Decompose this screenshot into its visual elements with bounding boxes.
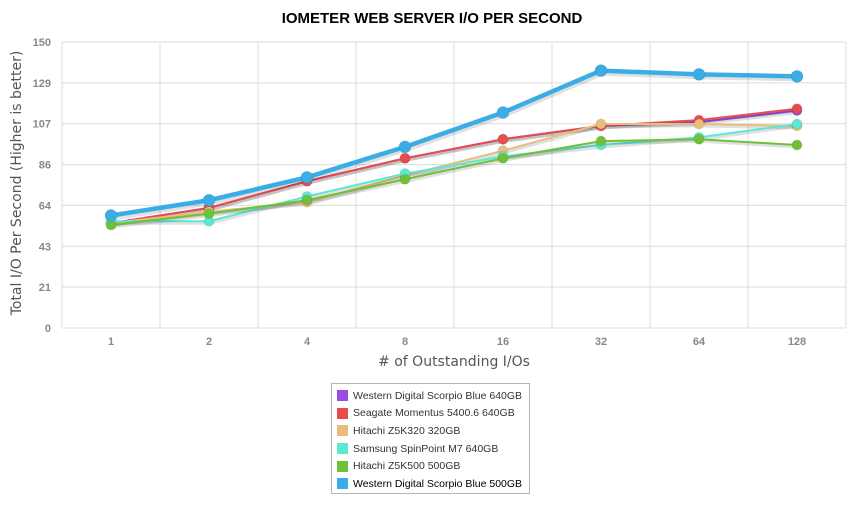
data-point[interactable] [497,133,509,145]
data-point[interactable] [692,67,706,81]
series-line [110,138,798,227]
data-point[interactable] [791,103,803,115]
legend-swatch [337,478,348,490]
series-line [110,122,798,225]
axes: 0 21 43 64 86 107 129 150 1 2 4 8 16 32 64 128 [33,37,807,348]
data-point[interactable] [399,173,411,185]
legend-swatch [337,443,348,455]
series-line-shadow [112,124,799,225]
data-point[interactable] [791,118,803,130]
data-point[interactable] [104,209,118,223]
data-point[interactable] [497,152,509,164]
data-point[interactable] [790,69,804,83]
legend-item[interactable]: Seagate Momentus 5400.6 640GB [337,405,529,423]
legend-label: Hitachi Z5K320 320GB [353,424,461,437]
data-point[interactable] [595,118,607,130]
legend-swatch [337,407,348,419]
x-tick-label: 16 [497,336,509,348]
series-western-digital-scorpio-blue-500gb [104,64,804,223]
legend-item[interactable]: Hitachi Z5K500 500GB [337,457,529,475]
data-point[interactable] [791,139,803,151]
x-tick-label: 4 [304,336,311,348]
y-tick-label: 86 [39,160,51,172]
legend-swatch [337,425,348,437]
y-tick-label: 21 [39,282,51,294]
y-tick-label: 64 [39,200,52,212]
legend-label: Hitachi Z5K500 500GB [353,460,461,473]
y-tick-label: 0 [45,323,51,335]
legend-label: Samsung SpinPoint M7 640GB [353,442,499,455]
legend-swatch [337,460,348,472]
series-lines [104,64,804,231]
data-point[interactable] [693,133,705,145]
legend-item[interactable]: Samsung SpinPoint M7 640GB [337,440,529,458]
data-point[interactable] [398,140,412,154]
legend-label: Seagate Momentus 5400.6 640GB [353,407,515,420]
data-point[interactable] [496,106,510,120]
series-line [110,68,798,218]
y-axis-label: Total I/O Per Second (Higher is better) [9,51,25,317]
y-tick-label: 43 [39,241,51,253]
legend-swatch [337,390,348,402]
x-tick-label: 8 [402,336,408,348]
data-point[interactable] [399,152,411,164]
data-point[interactable] [595,135,607,147]
y-tick-label: 107 [33,119,51,131]
data-point[interactable] [594,64,608,78]
legend: Western Digital Scorpio Blue 640GB Seagat… [331,383,530,494]
data-point[interactable] [203,208,215,220]
y-tick-label: 129 [33,78,51,90]
x-axis-label: # of Outstanding I/Os [378,354,530,370]
legend-label: Western Digital Scorpio Blue 640GB [353,389,523,402]
x-tick-label: 128 [788,336,806,348]
legend-label: Western Digital Scorpio Blue 500GB [353,477,523,490]
data-point[interactable] [300,170,314,184]
data-point[interactable] [301,194,313,206]
x-tick-label: 32 [595,336,607,348]
legend-item[interactable]: Western Digital Scorpio Blue 500GB [337,475,529,493]
data-point[interactable] [693,118,705,130]
grid [61,41,847,329]
series-line-shadow [111,139,799,229]
data-point[interactable] [202,193,216,207]
chart-title: IOMETER WEB SERVER I/O PER SECOND [282,10,583,27]
series-hitachi-z5k500-500gb [105,133,803,231]
y-tick-label: 150 [33,37,51,49]
legend-item[interactable]: Hitachi Z5K320 320GB [337,422,529,440]
x-tick-label: 64 [693,336,706,348]
legend-item[interactable]: Western Digital Scorpio Blue 640GB [337,387,529,405]
series-line-shadow [111,69,799,221]
x-tick-label: 1 [108,336,114,348]
series-line [110,107,798,225]
x-tick-label: 2 [206,336,212,348]
